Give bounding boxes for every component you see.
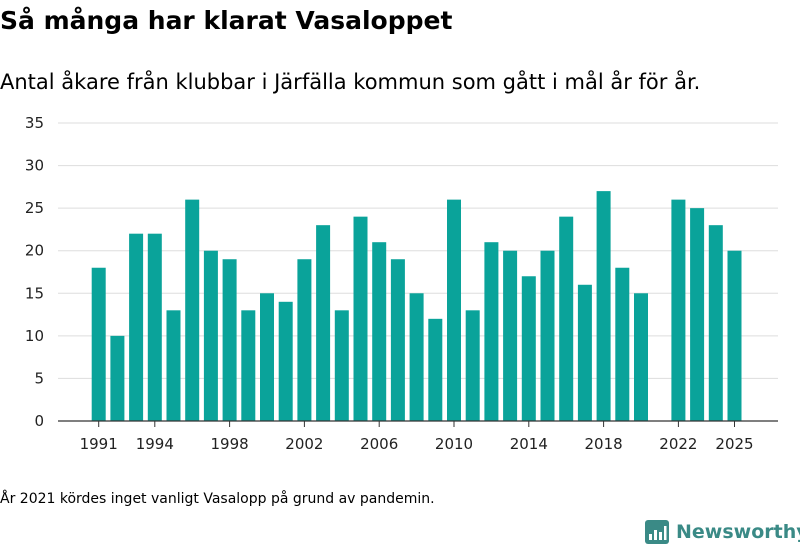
- bar: [409, 293, 424, 421]
- y-tick-label: 20: [25, 242, 44, 260]
- footnote: År 2021 kördes inget vanligt Vasalopp på…: [0, 491, 435, 507]
- y-tick-label: 10: [25, 327, 44, 345]
- bar: [671, 199, 686, 421]
- bar: [110, 335, 125, 421]
- bar: [129, 233, 144, 421]
- bar: [222, 259, 237, 421]
- bar: [708, 225, 723, 421]
- bar: [465, 310, 480, 421]
- y-tick-label: 25: [25, 199, 44, 217]
- newsworthy-logo-icon: [645, 520, 669, 544]
- y-axis-ticks: 0 5 10 15 20 25 30 35: [25, 114, 44, 430]
- newsworthy-brand[interactable]: Newsworthy: [644, 519, 800, 545]
- bar: [372, 242, 387, 421]
- x-tick-label: 2018: [585, 435, 623, 453]
- x-tick-label: 1994: [136, 435, 174, 453]
- bar: [577, 284, 592, 421]
- bar: [690, 208, 705, 421]
- x-tick-label: 2002: [285, 435, 323, 453]
- bar: [428, 318, 443, 421]
- bar: [147, 233, 162, 421]
- x-tick-label: 2025: [715, 435, 753, 453]
- x-axis-ticks: 1991 1994 1998 2002 2006 2010 2014 2018 2022 2025: [80, 421, 754, 453]
- bar: [634, 293, 648, 421]
- y-tick-label: 30: [25, 157, 44, 175]
- y-tick-label: 0: [34, 412, 44, 430]
- bar: [278, 301, 293, 421]
- y-tick-label: 5: [34, 369, 44, 387]
- x-tick-label: 2006: [360, 435, 398, 453]
- x-tick-label: 1991: [80, 435, 118, 453]
- x-tick-label: 1998: [211, 435, 249, 453]
- y-tick-label: 35: [25, 114, 44, 132]
- bar: [484, 242, 499, 421]
- bar: [540, 250, 555, 421]
- bar: [521, 276, 536, 421]
- bar: [203, 250, 218, 421]
- bar: [166, 310, 181, 421]
- x-tick-label: 2022: [659, 435, 697, 453]
- brand-name: Newsworthy: [676, 521, 800, 543]
- bar: [260, 293, 274, 421]
- bar: [390, 259, 405, 421]
- bar: [727, 250, 742, 421]
- x-tick-label: 2010: [435, 435, 473, 453]
- chart-subtitle: Antal åkare från klubbar i Järfälla komm…: [0, 70, 701, 94]
- bar: [447, 199, 461, 421]
- bar: [334, 310, 349, 421]
- chart-title: Så många har klarat Vasaloppet: [0, 6, 453, 35]
- bar: [297, 259, 312, 421]
- bar: [91, 267, 106, 421]
- bar: [596, 191, 611, 421]
- bar: [615, 267, 630, 421]
- bar: [316, 225, 331, 421]
- bars: [91, 191, 742, 421]
- y-tick-label: 15: [25, 284, 44, 302]
- bar: [559, 216, 574, 421]
- bar: [185, 199, 200, 421]
- bar: [353, 216, 368, 421]
- bar: [503, 250, 518, 421]
- x-tick-label: 2014: [510, 435, 548, 453]
- bar: [241, 310, 256, 421]
